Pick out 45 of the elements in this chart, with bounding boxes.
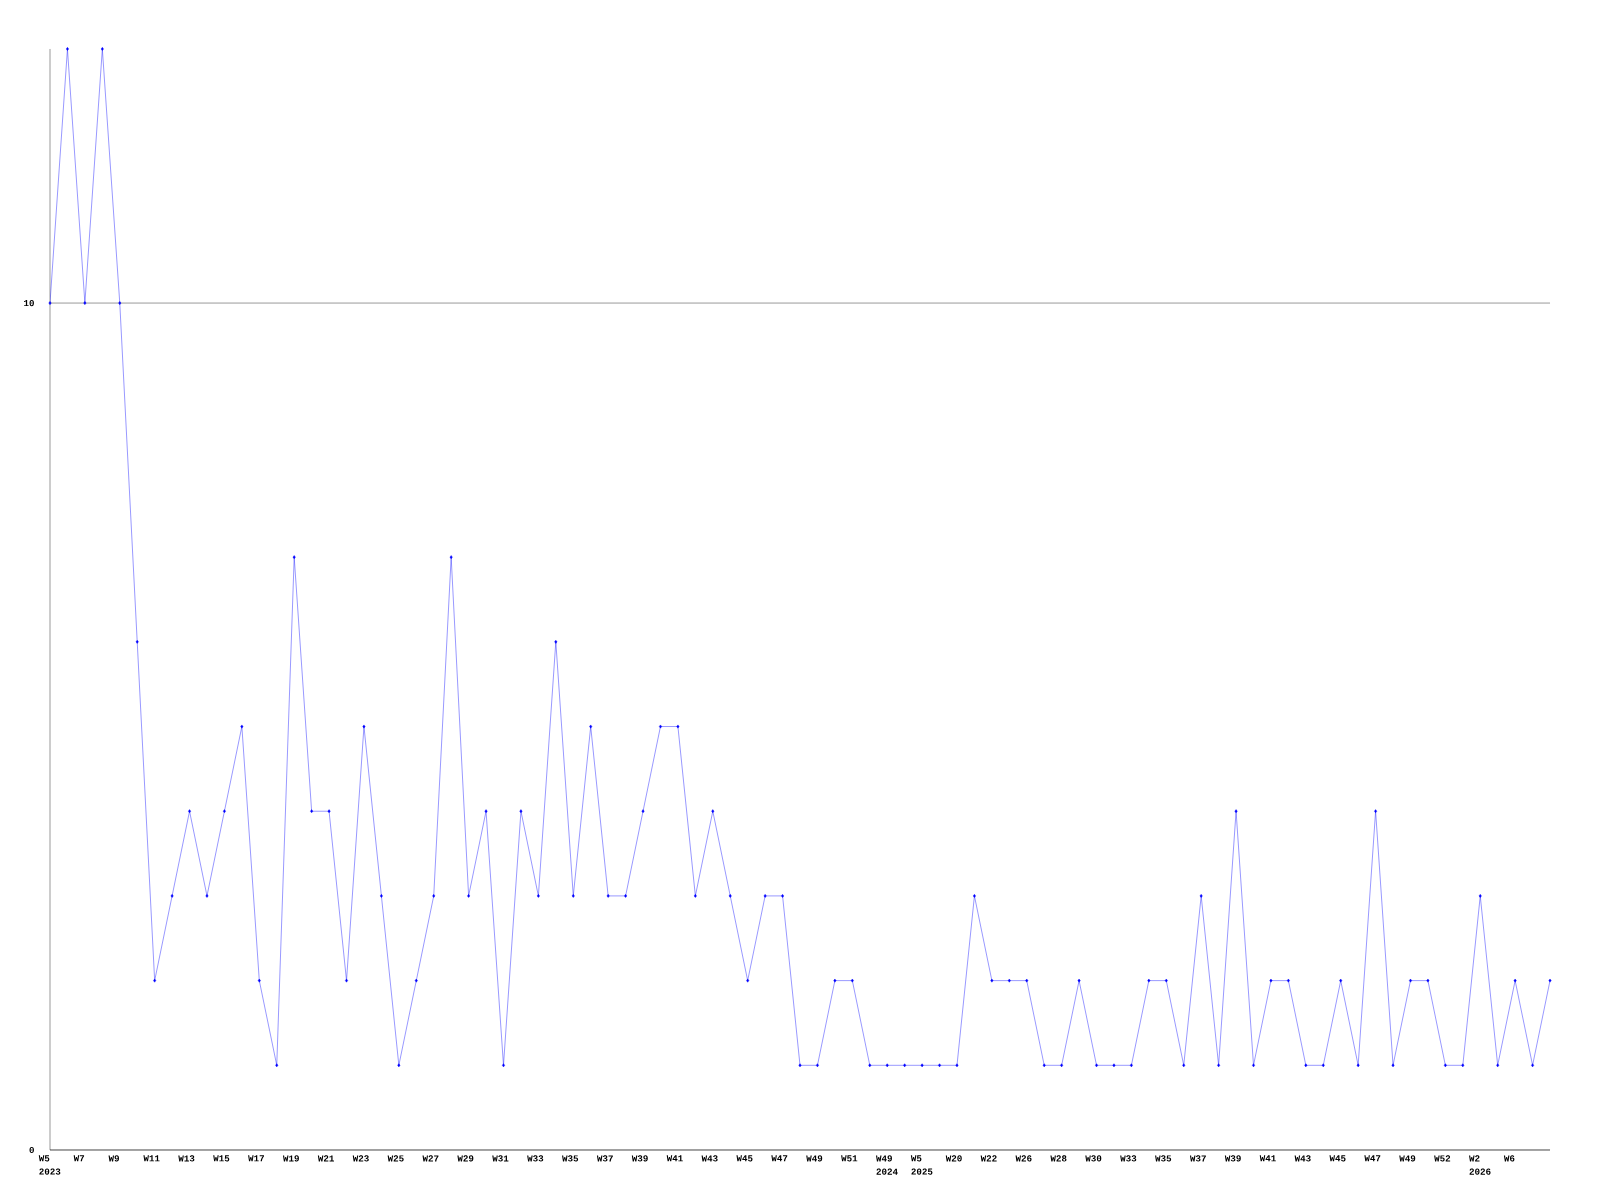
y-tick-label: 0 bbox=[29, 1146, 34, 1154]
x-tick-label: W11 bbox=[143, 1155, 160, 1162]
x-tick-label: W22 bbox=[980, 1155, 997, 1162]
x-tick-label: W45 bbox=[1329, 1155, 1346, 1162]
x-tick-label: W41 bbox=[1259, 1155, 1276, 1162]
x-tick-label: W33 bbox=[1120, 1155, 1137, 1162]
x-tick-label: W39 bbox=[1224, 1155, 1241, 1162]
x-tick-label: W52 bbox=[1434, 1155, 1451, 1162]
x-tick-label: W31 bbox=[492, 1155, 509, 1162]
x-tick-label: W51 bbox=[841, 1155, 858, 1162]
x-tick-label: W33 bbox=[527, 1155, 544, 1162]
x-tick-label: W6 bbox=[1503, 1155, 1515, 1162]
x-tick-label: W28 bbox=[1050, 1155, 1067, 1162]
x-tick-label: W23 bbox=[352, 1155, 369, 1162]
x-tick-label: W47 bbox=[1364, 1155, 1381, 1162]
x-tick-label: W37 bbox=[596, 1155, 613, 1162]
x-tick-label: W35 bbox=[562, 1155, 579, 1162]
x-tick-label: W45 bbox=[736, 1155, 753, 1162]
x-tick-label: W2 2026 bbox=[1469, 1155, 1491, 1175]
x-tick-label: W15 bbox=[213, 1155, 230, 1162]
x-tick-label: W27 bbox=[422, 1155, 439, 1162]
x-tick-label: W49 bbox=[1399, 1155, 1416, 1162]
x-tick-label: W43 bbox=[701, 1155, 718, 1162]
x-tick-label: W49 bbox=[806, 1155, 823, 1162]
x-tick-label: W20 bbox=[945, 1155, 962, 1162]
x-tick-label: W9 bbox=[108, 1155, 120, 1162]
x-tick-label: W5 2025 bbox=[910, 1155, 933, 1175]
x-tick-label: W30 bbox=[1085, 1155, 1102, 1162]
x-tick-label: W37 bbox=[1189, 1155, 1206, 1162]
x-tick-label: W5 2023 bbox=[38, 1155, 61, 1175]
x-tick-label: W49 2024 bbox=[876, 1155, 898, 1175]
x-tick-label: W41 bbox=[666, 1155, 683, 1162]
x-tick-label: W7 bbox=[73, 1155, 85, 1162]
x-tick-label: W47 bbox=[771, 1155, 788, 1162]
y-tick-label: 10 bbox=[24, 299, 34, 307]
x-tick-label: W13 bbox=[178, 1155, 195, 1162]
x-tick-label: W17 bbox=[248, 1155, 264, 1162]
x-tick-label: W26 bbox=[1015, 1155, 1032, 1162]
x-tick-label: W19 bbox=[282, 1155, 299, 1162]
x-tick-label: W39 bbox=[631, 1155, 648, 1162]
x-tick-label: W21 bbox=[317, 1155, 334, 1162]
x-tick-label: W29 bbox=[457, 1155, 474, 1162]
x-tick-label: W35 bbox=[1155, 1155, 1172, 1162]
x-tick-label: W43 bbox=[1294, 1155, 1311, 1162]
x-tick-label: W25 bbox=[387, 1155, 404, 1162]
